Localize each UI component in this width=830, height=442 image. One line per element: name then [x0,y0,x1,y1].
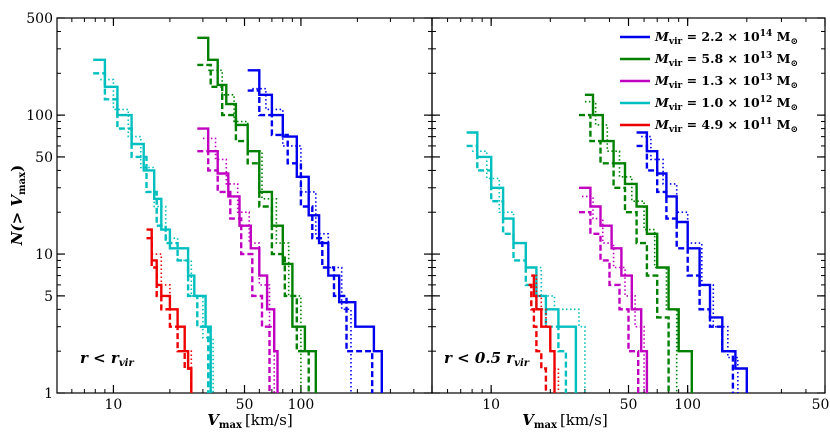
series-line [93,58,212,393]
x-tick-label: 100 [674,397,701,413]
annotation-left-sub: vir [119,358,135,369]
legend-entry-3: Mvir = 1.0 × 1012 M⊙ [620,95,798,113]
x-tick-label: 100 [288,397,315,413]
series-line [636,144,735,393]
x-axis-label-right-units: [km/s] [560,411,608,429]
x-axis-label-left-sub: max [219,420,243,431]
series-line [641,135,739,393]
legend-label-3: Mvir = 1.0 × 1012 M⊙ [654,95,798,113]
series-line [197,63,310,393]
y-tick-label: 50 [35,150,53,166]
series-line [146,228,193,393]
legend-label-0: Mvir = 2.2 × 1014 M⊙ [654,29,798,47]
series-line [472,150,586,393]
y-tick-label: 10 [35,247,53,263]
annotation-right-main: r < 0.5 r [444,349,515,367]
annotation-left-main: r < r [80,349,120,367]
series-line [151,253,193,393]
x-axis-label-left: Vmax [km/s] [207,411,292,431]
series-line [584,93,693,393]
series-line [197,36,317,393]
x-axis-label-left-main: V [207,411,220,429]
y-tick-label: 5 [44,289,53,305]
legend-entry-0: Mvir = 2.2 × 1014 M⊙ [620,29,798,47]
y-tick-label: 500 [26,11,53,27]
series-line [197,127,279,393]
y-axis-label-main: N(> V [8,194,26,247]
series-line [528,283,548,393]
x-tick-label: 50 [236,397,254,413]
series-line [579,211,640,393]
series-line [466,131,578,393]
x-axis-label-left-units: [km/s] [245,411,293,429]
x-axis-label-right: Vmax [km/s] [522,411,607,431]
x-axis-label-right-main: V [522,411,535,429]
y-tick-label: 1 [44,386,53,402]
x-tick-label: 10 [105,397,123,413]
y-axis-label-close: ) [8,165,26,172]
series-group [466,93,748,393]
legend: Mvir = 2.2 × 1014 M⊙ Mvir = 5.8 × 1013 M… [620,29,798,135]
panel-frame-0 [56,17,433,394]
annotation-right-sub: vir [514,358,530,369]
legend-label-1: Mvir = 5.8 × 1013 M⊙ [654,51,798,69]
series-line [531,274,556,393]
series-line [466,144,568,393]
series-group [93,36,383,393]
series-line [579,186,649,393]
legend-entry-2: Mvir = 1.3 × 1013 M⊙ [620,73,798,91]
y-axis-label-sub: max [17,171,28,195]
series-line [584,100,678,393]
series-line [252,87,352,393]
y-tick-label: 100 [26,108,53,124]
series-line [247,89,374,393]
x-tick-label: 50 [620,397,638,413]
series-line [208,69,302,393]
legend-entry-4: Mvir = 4.9 × 1011 M⊙ [620,117,798,135]
panel-annotation-left: r < rvir [80,349,134,369]
series-line [579,113,670,393]
panel-r-lt-half-rvir: 10 50 100 500 [431,17,830,413]
legend-label-2: Mvir = 1.3 × 1013 M⊙ [654,73,798,91]
panel-annotation-right: r < 0.5 rvir [444,349,530,369]
series-line [247,69,383,393]
series-line [197,150,271,393]
panel-r-lt-rvir: 10 50 100 1 5 10 50 100 500 [26,11,433,413]
x-axis-label-right-sub: max [534,420,558,431]
y-axis-label: N(> Vmax) [8,165,28,246]
x-tick-label: 10 [482,397,500,413]
series-line [582,195,645,393]
series-line [100,78,214,393]
x-tick-label: 500 [812,397,830,413]
series-line [531,274,560,393]
series-line [93,72,210,393]
series-line [202,137,275,393]
legend-label-4: Mvir = 4.9 × 1011 M⊙ [654,117,798,135]
legend-entry-1: Mvir = 5.8 × 1013 M⊙ [620,51,798,69]
